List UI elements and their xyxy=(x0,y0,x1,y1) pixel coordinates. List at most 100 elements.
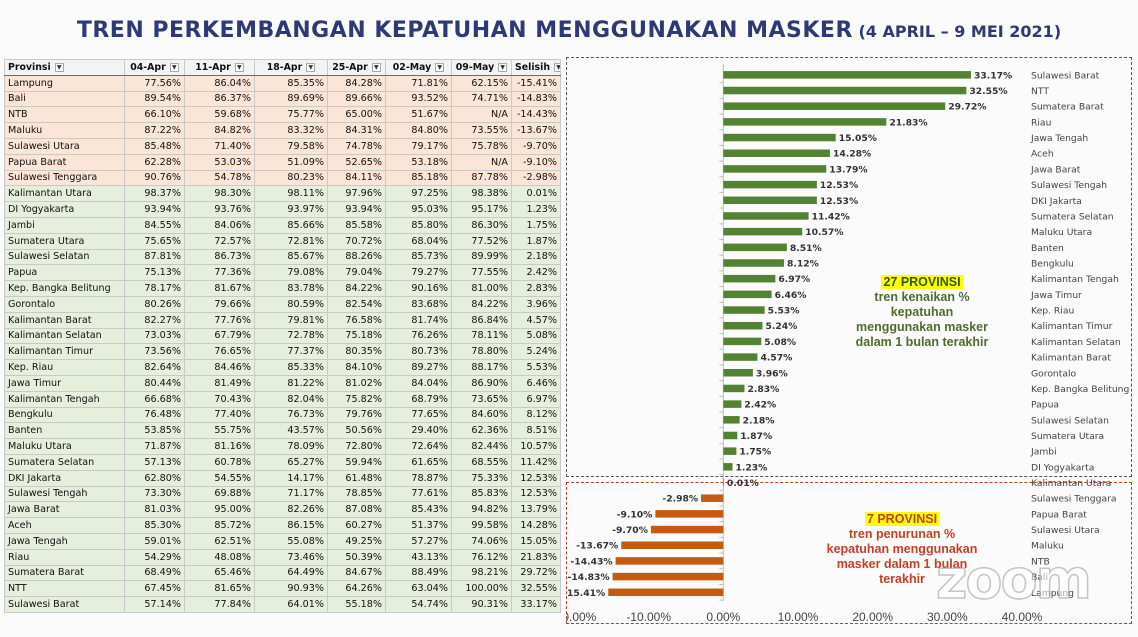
value-cell: 51.09% xyxy=(254,153,328,171)
data-label: 4.57% xyxy=(760,353,792,364)
filter-dropdown-icon[interactable]: ▼ xyxy=(435,62,445,72)
value-cell: 50.39% xyxy=(327,548,386,566)
value-cell: 85.58% xyxy=(327,216,386,234)
province-cell: Sumatera Barat xyxy=(4,564,125,582)
column-header: 09-May ▼ xyxy=(451,59,512,76)
value-cell: 82.27% xyxy=(124,311,185,329)
value-cell: 80.44% xyxy=(124,374,185,392)
data-label: -15.41% xyxy=(566,588,605,599)
province-cell: Jawa Timur xyxy=(4,374,125,392)
table-row: Kep. Bangka Belitung 78.17% 81.67% 83.78% 84… xyxy=(4,280,561,297)
value-cell: 79.76% xyxy=(327,406,386,424)
province-cell: Maluku Utara xyxy=(4,438,125,455)
province-cell: Sulawesi Tengah xyxy=(4,485,125,503)
value-cell: -13.67% xyxy=(511,122,561,139)
value-cell: 73.03% xyxy=(124,327,185,345)
data-label: 13.79% xyxy=(829,164,867,175)
filter-dropdown-icon[interactable]: ▼ xyxy=(234,62,244,72)
category-label: Jawa Tengah xyxy=(1030,133,1088,144)
value-cell: 61.65% xyxy=(385,453,452,471)
table-row: Maluku 87.22% 84.82% 83.32% 84.31% 84.80% 73.5… xyxy=(4,122,561,139)
value-cell: 86.90% xyxy=(451,374,512,392)
table-row: Kalimantan Utara 98.37% 98.30% 98.11% 97.96%… xyxy=(4,185,561,203)
value-cell: 66.68% xyxy=(124,390,185,408)
column-header-label: Provinsi xyxy=(8,61,51,73)
value-cell: 54.74% xyxy=(385,596,452,613)
province-cell: Sulawesi Utara xyxy=(4,137,125,155)
filter-dropdown-icon[interactable]: ▼ xyxy=(54,62,64,72)
filter-dropdown-icon[interactable]: ▼ xyxy=(306,62,316,72)
value-cell: 79.04% xyxy=(327,264,386,282)
value-cell: 90.31% xyxy=(451,596,512,613)
value-cell: 60.78% xyxy=(184,453,255,471)
value-cell: 62.80% xyxy=(124,469,185,487)
category-label: Sulawesi Barat xyxy=(1031,70,1100,81)
province-cell: Kalimantan Selatan xyxy=(4,327,125,345)
value-cell: 80.59% xyxy=(254,295,328,313)
value-cell: 32.55% xyxy=(511,580,561,598)
bar xyxy=(615,557,724,565)
value-cell: 86.30% xyxy=(451,216,512,234)
data-label: 12.53% xyxy=(820,180,858,191)
value-cell: 55.18% xyxy=(327,596,386,613)
value-cell: 85.66% xyxy=(254,216,328,234)
value-cell: 6.46% xyxy=(511,374,561,392)
value-cell: 51.37% xyxy=(385,517,452,534)
value-cell: 83.78% xyxy=(254,280,328,297)
bar xyxy=(723,478,724,487)
column-header: Selisih ▼ xyxy=(511,59,561,76)
negative-group-border xyxy=(566,482,1132,624)
province-cell: Papua xyxy=(4,264,125,282)
value-cell: 74.78% xyxy=(327,137,386,155)
positive-annotation: 27 PROVINSI tren kenaikan % kepatuhan me… xyxy=(842,275,1002,350)
category-label: Papua Barat xyxy=(1031,509,1087,520)
value-cell: 59.68% xyxy=(184,106,255,124)
table-row: DKI Jakarta 62.80% 54.55% 14.17% 61.48% 78.87… xyxy=(4,469,561,487)
value-cell: 89.66% xyxy=(327,90,386,108)
filter-dropdown-icon[interactable]: ▼ xyxy=(554,62,560,72)
value-cell: 83.32% xyxy=(254,122,328,139)
value-cell: N/A xyxy=(451,153,512,171)
column-header: 04-Apr ▼ xyxy=(124,59,185,76)
value-cell: 71.40% xyxy=(184,137,255,155)
value-cell: 95.00% xyxy=(184,501,255,519)
value-cell: 75.65% xyxy=(124,232,185,250)
value-cell: 77.56% xyxy=(124,74,185,92)
bar xyxy=(723,212,809,220)
value-cell: 5.53% xyxy=(511,359,561,376)
filter-dropdown-icon[interactable]: ▼ xyxy=(498,62,508,72)
table-body: Lampung 77.56% 86.04% 85.35% 84.28% 71.81% 62.… xyxy=(4,74,561,613)
data-label: -14.83% xyxy=(568,572,610,583)
value-cell: 75.13% xyxy=(124,264,185,282)
value-cell: 54.29% xyxy=(124,548,185,566)
category-label: Maluku Utara xyxy=(1031,227,1092,238)
value-cell: 1.75% xyxy=(511,216,561,234)
negative-text-line: tren penurunan % xyxy=(848,527,956,541)
table-row: Sulawesi Barat 57.14% 77.84% 64.01% 55.18% 54… xyxy=(4,596,561,613)
value-cell: 95.03% xyxy=(385,201,452,218)
category-label: Kalimantan Timur xyxy=(1031,321,1113,332)
value-cell: 97.96% xyxy=(327,185,386,203)
value-cell: 72.64% xyxy=(385,438,452,455)
table-row: Jambi 84.55% 84.06% 85.66% 85.58% 85.80% 86.30… xyxy=(4,216,561,234)
bar-chart: 33.17% Sulawesi Barat 32.55% NTT 29.72% Sumat… xyxy=(566,64,1129,624)
value-cell: 12.53% xyxy=(511,485,561,503)
value-cell: 54.78% xyxy=(184,169,255,187)
value-cell: 85.33% xyxy=(254,359,328,376)
value-cell: 12.53% xyxy=(511,469,561,487)
negative-text-line: masker dalam 1 bulan xyxy=(836,557,968,571)
value-cell: 90.16% xyxy=(385,280,452,297)
table-row: Kalimantan Timur 73.56% 76.65% 77.37% 80.35%… xyxy=(4,343,561,361)
value-cell: 8.51% xyxy=(511,422,561,440)
value-cell: 48.08% xyxy=(184,548,255,566)
filter-dropdown-icon[interactable]: ▼ xyxy=(169,62,179,72)
value-cell: 57.13% xyxy=(124,453,185,471)
province-cell: DI Yogyakarta xyxy=(4,201,125,218)
value-cell: 57.27% xyxy=(385,532,452,550)
value-cell: 21.83% xyxy=(511,548,561,566)
filter-dropdown-icon[interactable]: ▼ xyxy=(371,62,381,72)
value-cell: 15.05% xyxy=(511,532,561,550)
bar xyxy=(723,71,972,79)
province-cell: Bali xyxy=(4,90,125,108)
table-row: Riau 54.29% 48.08% 73.46% 50.39% 43.13% 76.12%… xyxy=(4,548,561,566)
